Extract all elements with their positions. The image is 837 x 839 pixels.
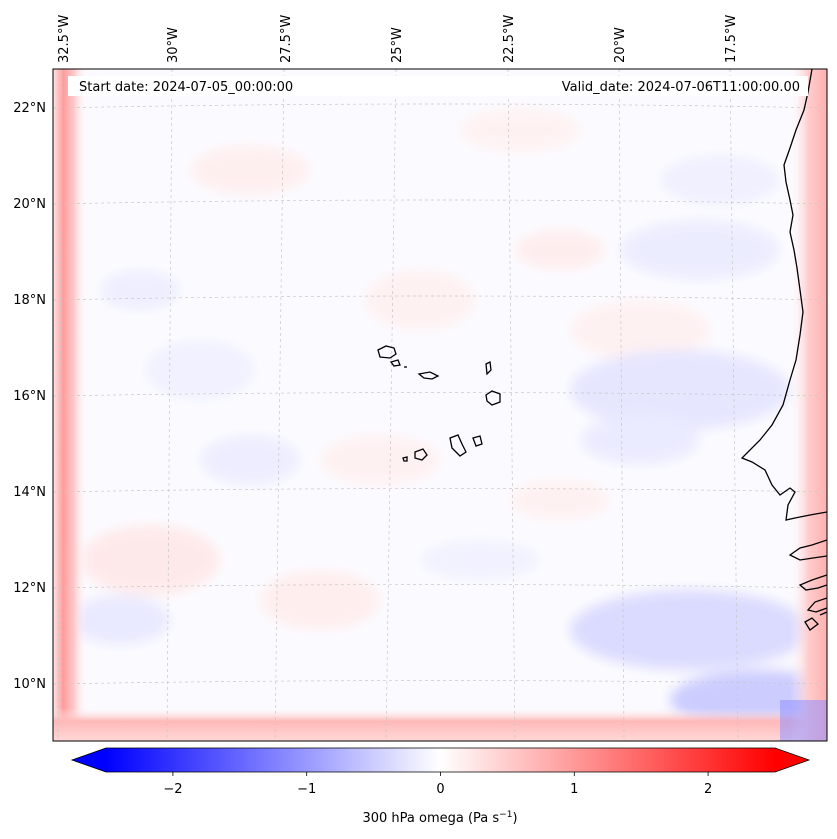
omega-field: [53, 69, 827, 741]
africa-coast: [806, 597, 827, 613]
header-strip: [68, 76, 808, 96]
colorbar-label-text: 300 hPa omega (Pa s: [362, 811, 499, 826]
lat-label: 22°N: [13, 101, 46, 116]
parallel-line: [53, 392, 827, 397]
lon-label: 32.5°W: [57, 15, 72, 63]
africa-coast: [740, 69, 827, 521]
meridian-line: [385, 69, 397, 741]
colorbar-tick-label: −2: [163, 782, 182, 797]
lat-label: 18°N: [13, 293, 46, 308]
lon-label: 20°W: [613, 27, 628, 63]
meridian-line: [57, 69, 63, 741]
lon-label: 25°W: [390, 27, 405, 63]
parallel-line: [53, 295, 827, 301]
colorbar-tick-label: 0: [436, 782, 444, 797]
lon-label: 30°W: [166, 27, 181, 63]
colorbar-label-close: ): [512, 811, 517, 826]
valid-date-label: Valid_date: 2024-07-06T11:00:00.00: [562, 80, 800, 95]
africa-coast: [788, 539, 827, 561]
cape-verde-maio: [472, 435, 483, 447]
lat-label: 12°N: [13, 581, 46, 596]
cape-verde-sao-vicente: [389, 359, 401, 367]
start-date-label: Start date: 2024-07-05_00:00:00: [79, 80, 293, 95]
colorbar-extend-low: [72, 748, 106, 772]
parallel-line: [53, 199, 827, 205]
colorbar-label: 300 hPa omega (Pa s−1): [362, 810, 517, 826]
longitude-labels: 32.5°W 30°W 27.5°W 25°W 22.5°W 20°W 17.5…: [57, 15, 739, 63]
meridian-line: [166, 69, 173, 741]
parallel-line: [53, 584, 827, 589]
cape-verde-boa-vista: [485, 390, 501, 406]
parallel-line: [53, 103, 827, 109]
colorbar-label-exponent: −1: [499, 810, 512, 820]
colorbar-tick-label: −1: [297, 782, 316, 797]
colorbar-tick-label: 2: [704, 782, 712, 797]
graticule: [53, 69, 827, 741]
colorbar-ticks: −2 −1 0 1 2: [163, 772, 712, 797]
map-frame: [52, 68, 828, 742]
lat-label: 20°N: [13, 197, 46, 212]
lat-label: 14°N: [13, 485, 46, 500]
colorbar: −2 −1 0 1 2 300 hPa omega (Pa s−1): [70, 747, 811, 826]
colorbar-tick-label: 1: [570, 782, 578, 797]
colorbar-body: [106, 748, 775, 772]
parallel-line: [53, 680, 827, 685]
lat-label: 10°N: [13, 677, 46, 692]
africa-coast: [798, 574, 827, 591]
meridian-line: [618, 69, 625, 741]
lat-label: 16°N: [13, 389, 46, 404]
cape-verde-brava: [402, 456, 408, 462]
cape-verde-santo-antao: [377, 345, 397, 359]
lon-label: 17.5°W: [724, 15, 739, 63]
cape-verde-santiago: [449, 434, 467, 457]
cape-verde-sao-nicolau: [417, 371, 440, 380]
latitude-labels: 22°N 20°N 18°N 16°N 14°N 12°N 10°N: [13, 101, 46, 692]
meridian-line: [729, 69, 739, 741]
meridian-line: [274, 69, 285, 741]
lon-label: 27.5°W: [279, 15, 294, 63]
africa-coast: [804, 617, 819, 631]
coastline: [377, 69, 827, 631]
lon-label: 22.5°W: [502, 15, 517, 63]
africa-coast: [819, 611, 827, 616]
meridian-line: [507, 69, 516, 741]
parallel-line: [53, 488, 827, 493]
colorbar-outline: [70, 747, 811, 773]
cape-verde-fogo: [414, 448, 428, 461]
colorbar-extend-high: [775, 748, 809, 772]
cape-verde-sal: [485, 361, 492, 376]
